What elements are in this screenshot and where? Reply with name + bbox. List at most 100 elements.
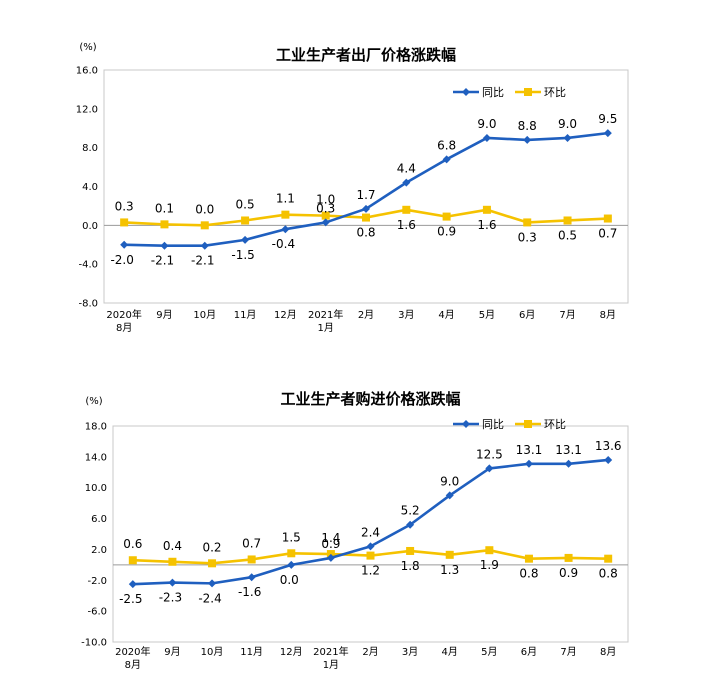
- x-tick-label: 4月: [442, 646, 458, 658]
- legend-mom-label: 环比: [544, 86, 566, 99]
- x-tick-label: 6月: [519, 309, 535, 321]
- y-tick-label: 16.0: [76, 66, 98, 77]
- x-tick-label: 2021年 1月: [313, 645, 348, 671]
- yoy-point: [604, 455, 613, 464]
- yoy-data-label: 12.5: [476, 447, 503, 461]
- mom-data-label: 0.0: [195, 202, 214, 216]
- y-tick-label: 4.0: [82, 182, 98, 193]
- x-tick-label: 6月: [521, 646, 537, 658]
- mom-data-label: 1.4: [321, 531, 340, 545]
- y-tick-label: -2.0: [87, 576, 107, 587]
- mom-data-label: 1.6: [397, 218, 416, 232]
- mom-data-label: 1.1: [276, 192, 295, 206]
- mom-point: [362, 213, 370, 222]
- x-tick-label: 9月: [156, 309, 172, 321]
- yoy-data-label: 9.0: [440, 474, 459, 488]
- mom-point: [564, 553, 573, 562]
- yoy-point: [326, 553, 335, 562]
- yoy-data-label: 13.1: [516, 443, 543, 457]
- yoy-point: [362, 204, 370, 213]
- yoy-point: [321, 218, 330, 227]
- yoy-point: [208, 579, 217, 588]
- x-tick-label: 2月: [358, 309, 374, 321]
- yoy-point: [445, 491, 454, 500]
- x-tick-label: 8月: [600, 646, 616, 658]
- yoy-point: [120, 240, 129, 249]
- yoy-point: [524, 459, 533, 468]
- yoy-data-label: 9.5: [598, 112, 617, 126]
- y-unit-label: (%): [85, 396, 102, 407]
- y-tick-label: 2.0: [91, 545, 107, 556]
- plot-area: [112, 425, 629, 643]
- x-tick-label: 2020年 8月: [106, 308, 141, 334]
- yoy-data-label: 0.9: [321, 537, 340, 551]
- mom-data-label: 0.7: [242, 536, 261, 550]
- mom-data-label: 0.9: [437, 225, 456, 239]
- chart-title: 工业生产者出厂价格涨跌幅: [276, 46, 456, 64]
- legend-mom-marker: [524, 88, 532, 96]
- yoy-data-label: -1.6: [238, 585, 261, 599]
- yoy-point: [160, 241, 169, 250]
- mom-data-label: 0.1: [155, 201, 174, 215]
- x-tick-label: 4月: [438, 309, 454, 321]
- mom-point: [168, 557, 177, 566]
- mom-point: [445, 550, 454, 559]
- legend-yoy-marker: [462, 88, 470, 96]
- yoy-point: [523, 135, 532, 144]
- x-tick-label: 5月: [479, 309, 495, 321]
- mom-data-label: 0.5: [558, 228, 577, 242]
- yoy-point: [442, 155, 451, 164]
- yoy-point: [564, 459, 573, 468]
- chart-title: 工业生产者购进价格涨跌幅: [280, 390, 460, 408]
- mom-point: [208, 559, 217, 568]
- x-tick-label: 9月: [164, 646, 180, 658]
- yoy-data-label: 1.7: [356, 188, 375, 202]
- mom-data-label: 1.3: [440, 563, 459, 577]
- x-tick-label: 2020年 8月: [115, 645, 150, 671]
- legend-yoy-label: 同比: [482, 418, 504, 431]
- mom-data-label: 0.3: [115, 199, 134, 213]
- y-tick-label: -4.0: [78, 260, 98, 271]
- plot-area: [103, 69, 629, 304]
- x-tick-label: 7月: [560, 646, 576, 658]
- mom-point: [406, 546, 415, 555]
- yoy-point: [200, 241, 209, 250]
- y-tick-label: 12.0: [76, 104, 98, 115]
- yoy-data-label: 9.0: [477, 117, 496, 131]
- legend-mom-marker: [524, 420, 532, 428]
- yoy-data-label: 0.3: [316, 201, 335, 215]
- ppi-output-price-chart: 工业生产者出厂价格涨跌幅 (%) 16.0 12.0 8.0 4.0 0.0 -4.0 -8.0…: [76, 42, 629, 334]
- yoy-data-label: 9.0: [558, 117, 577, 131]
- chart-svg: 工业生产者出厂价格涨跌幅 (%) 16.0 12.0 8.0 4.0 0.0 -4.0 -8.0…: [76, 42, 629, 334]
- y-tick-label: -10.0: [81, 638, 107, 649]
- yoy-data-label: 8.8: [518, 119, 537, 133]
- y-unit-label: (%): [79, 42, 96, 53]
- y-tick-label: 0.0: [82, 221, 98, 232]
- mom-data-label: 0.6: [123, 537, 142, 551]
- legend-mom-label: 环比: [544, 418, 566, 431]
- mom-data-label: 0.8: [599, 567, 618, 581]
- x-tick-label: 2月: [362, 646, 378, 658]
- x-tick-label: 12月: [274, 309, 297, 321]
- y-tick-label: 14.0: [85, 452, 107, 463]
- mom-point: [160, 220, 169, 229]
- mom-point: [287, 549, 296, 558]
- yoy-data-label: -2.0: [110, 253, 133, 267]
- x-tick-label: 2021年 1月: [308, 308, 343, 334]
- mom-point: [442, 212, 451, 221]
- ppi-purchase-price-chart: 工业生产者购进价格涨跌幅 (%) 18.0 14.0 10.0 6.0 2.0 -2.0 -6.…: [0, 350, 717, 694]
- y-tick-label: 6.0: [91, 514, 107, 525]
- mom-data-label: 1.0: [316, 193, 335, 207]
- yoy-data-label: 13.6: [595, 439, 622, 453]
- x-tick-label: 11月: [240, 646, 263, 658]
- yoy-point: [128, 580, 137, 589]
- mom-point: [523, 218, 532, 227]
- yoy-point: [241, 235, 250, 244]
- mom-point: [603, 214, 612, 223]
- yoy-point: [287, 560, 296, 569]
- yoy-point: [603, 129, 612, 138]
- mom-data-label: 0.7: [598, 227, 617, 241]
- yoy-point: [563, 133, 572, 142]
- y-tick-label: 18.0: [85, 422, 107, 433]
- x-tick-label: 7月: [559, 309, 575, 321]
